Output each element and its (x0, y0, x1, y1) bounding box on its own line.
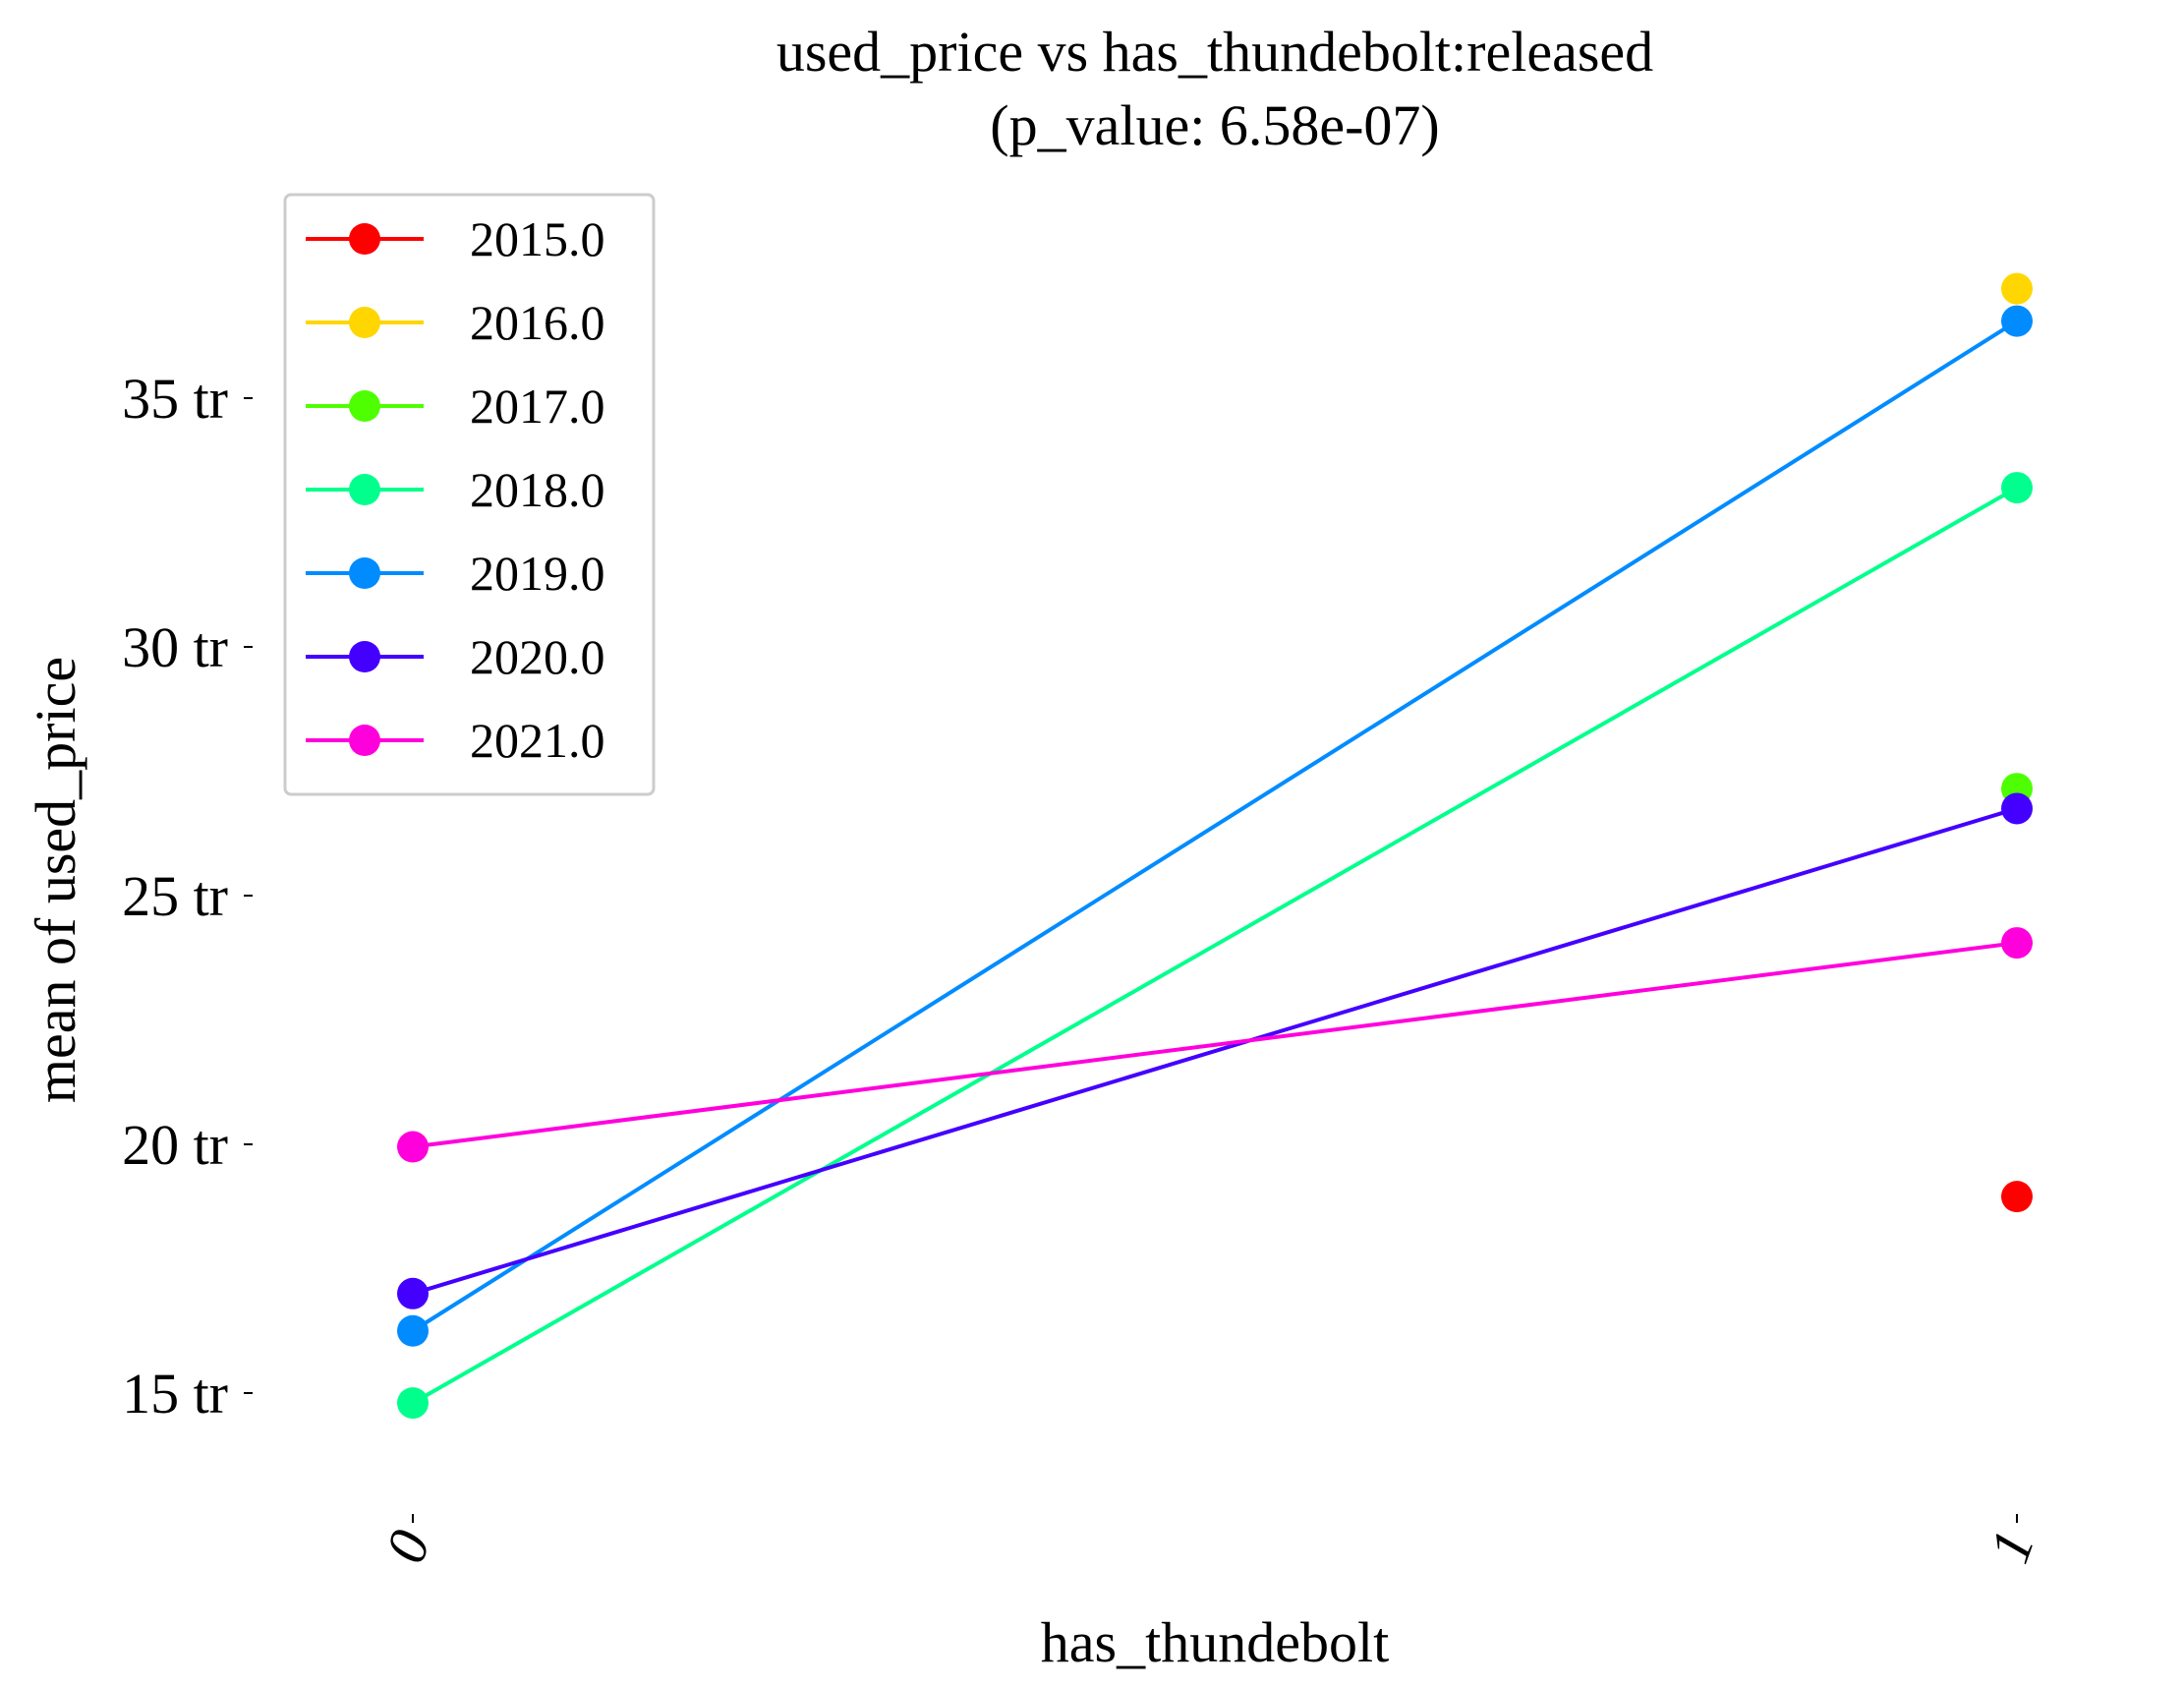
data-point-2021.0 (2001, 927, 2033, 960)
y-tick-label: 20 tr (122, 1113, 228, 1177)
legend-label: 2015.0 (470, 211, 605, 266)
legend-label: 2020.0 (470, 629, 605, 684)
plot-lines (411, 319, 2019, 1405)
data-point-2020.0 (397, 1277, 429, 1310)
y-tick-label: 25 tr (122, 864, 228, 928)
series-line-2021.0 (412, 941, 2018, 1149)
x-axis-label: has_thundebolt (1041, 1610, 1389, 1674)
legend-label: 2016.0 (470, 295, 605, 350)
legend-marker (349, 390, 380, 422)
y-axis-label: mean of used_price (24, 657, 87, 1103)
y-tick-label: 15 tr (122, 1362, 228, 1426)
legend-label: 2017.0 (470, 378, 605, 434)
legend-marker (349, 474, 380, 505)
legend-label: 2021.0 (470, 713, 605, 768)
x-tick-label: 0 (373, 1522, 442, 1570)
legend-marker (349, 725, 380, 756)
legend: 2015.0 2016.0 2017.0 2018.0 2019.0 2020.0 2021… (283, 193, 656, 796)
legend-marker (349, 307, 380, 338)
plot-points (397, 272, 2033, 1420)
legend-box (283, 193, 656, 796)
legend-marker (349, 223, 380, 255)
y-tick-label: 35 tr (122, 367, 228, 431)
legend-label: 2018.0 (470, 462, 605, 517)
y-tick-label: 30 tr (122, 615, 228, 679)
data-point-2019.0 (397, 1314, 429, 1347)
x-tick-label: 1 (1977, 1522, 2046, 1570)
legend-marker (349, 641, 380, 672)
data-point-2018.0 (397, 1387, 429, 1420)
legend-label: 2019.0 (470, 546, 605, 601)
chart-title: used_price vs has_thundebolt:released (776, 20, 1653, 84)
y-axis: 15 tr 20 tr 25 tr 30 tr 35 tr (122, 367, 253, 1426)
data-point-2020.0 (2001, 792, 2033, 825)
data-point-2019.0 (2001, 305, 2033, 337)
series-line-2018.0 (412, 486, 2018, 1405)
data-point-2015.0 (2001, 1181, 2033, 1213)
series-line-2020.0 (412, 806, 2018, 1296)
data-point-2016.0 (2001, 272, 2033, 305)
data-point-2018.0 (2001, 472, 2033, 504)
legend-marker (349, 557, 380, 589)
data-point-2021.0 (397, 1131, 429, 1163)
chart-subtitle: (p_value: 6.58e-07) (990, 93, 1439, 157)
series-line-2019.0 (411, 319, 2019, 1333)
